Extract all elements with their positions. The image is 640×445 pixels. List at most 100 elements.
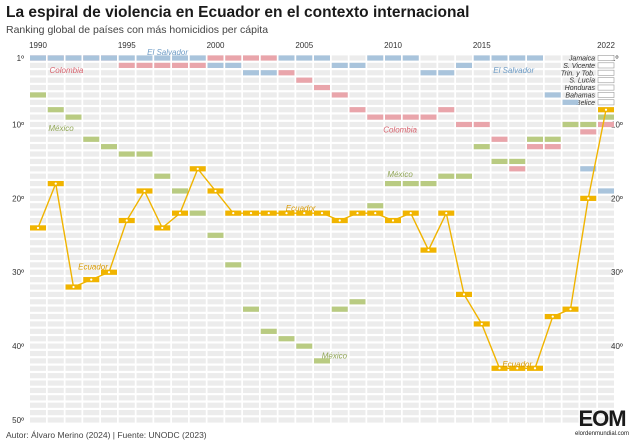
grid-cell [509, 136, 526, 142]
grid-cell [83, 417, 100, 423]
grid-cell [402, 217, 419, 224]
grid-cell [243, 203, 259, 209]
grid-cell [314, 195, 330, 201]
grid-cell [296, 225, 313, 231]
grid-cell [118, 380, 135, 386]
grid-cell [278, 269, 295, 275]
grid-cell [296, 70, 313, 76]
grid-cell [544, 62, 561, 68]
grid-cell [314, 114, 330, 120]
grid-cell [136, 210, 153, 216]
grid-cell [385, 284, 401, 290]
grid-cell [278, 277, 295, 283]
grid-cell [331, 313, 348, 320]
grid-cell [473, 373, 490, 379]
grid-cell [172, 387, 188, 394]
grid-cell [65, 291, 82, 298]
grid-cell [260, 387, 277, 394]
grid-cell [243, 373, 259, 379]
grid-cell [527, 188, 543, 194]
grid-cell [456, 144, 472, 150]
grid-cell [367, 92, 384, 98]
grid-cell [101, 336, 117, 342]
grid-cell [527, 70, 543, 76]
grid-cell [385, 417, 401, 423]
cell-mxico [562, 121, 579, 128]
grid-cell [118, 358, 135, 364]
grid-cell [30, 284, 46, 290]
grid-cell [491, 269, 508, 275]
point-ecuador [72, 285, 75, 289]
grid-cell [349, 277, 366, 283]
grid-cell [207, 99, 224, 105]
grid-cell [580, 77, 597, 83]
grid-cell [473, 84, 490, 91]
grid-cell [65, 358, 82, 364]
grid-cell [420, 55, 437, 61]
grid-cell [473, 158, 490, 165]
cell-elsalvador [65, 55, 82, 61]
grid-cell [420, 217, 437, 224]
grid-cell [402, 173, 419, 179]
grid-cell [509, 121, 526, 128]
grid-cell [207, 225, 224, 231]
grid-cell [491, 62, 508, 68]
grid-cell [243, 417, 259, 423]
grid-cell [349, 240, 366, 246]
grid-cell [562, 240, 579, 246]
grid-cell [456, 247, 472, 253]
grid-cell [544, 180, 561, 187]
grid-cell [314, 262, 330, 268]
grid-cell [314, 107, 330, 113]
grid-cell [456, 99, 472, 105]
grid-cell [456, 195, 472, 201]
grid-cell [225, 269, 242, 275]
grid-cell [101, 158, 117, 165]
grid-cell [527, 328, 543, 334]
grid-cell [367, 240, 384, 246]
grid-cell [562, 217, 579, 224]
grid-cell [562, 232, 579, 238]
grid-cell [207, 306, 224, 312]
grid-cell [65, 395, 82, 401]
grid-cell [136, 358, 153, 364]
grid-cell [580, 365, 597, 371]
grid-cell [314, 365, 330, 371]
cell-elsalvador [580, 166, 597, 172]
grid-cell [118, 129, 135, 135]
grid-cell [65, 144, 82, 150]
grid-cell [207, 417, 224, 423]
grid-cell [172, 358, 188, 364]
grid-cell [438, 269, 455, 275]
series-label-mxico: México [48, 124, 74, 133]
grid-cell [47, 299, 64, 305]
grid-cell [367, 395, 384, 401]
grid-cell [65, 336, 82, 342]
grid-cell [296, 62, 313, 68]
grid-cell [385, 158, 401, 165]
grid-cell [491, 254, 508, 261]
grid-cell [580, 410, 597, 416]
grid-cell [118, 158, 135, 165]
grid-cell [30, 417, 46, 423]
cell-elsalvador [30, 55, 46, 61]
grid-cell [47, 358, 64, 364]
grid-cell [509, 232, 526, 238]
grid-cell [118, 114, 135, 120]
grid-cell [509, 217, 526, 224]
grid-cell [30, 343, 46, 349]
grid-cell [349, 336, 366, 342]
grid-cell [509, 144, 526, 150]
grid-cell [65, 262, 82, 268]
grid-cell [243, 217, 259, 224]
grid-cell [456, 84, 472, 91]
grid-cell [544, 77, 561, 83]
grid-cell [260, 232, 277, 238]
grid-cell [65, 321, 82, 327]
grid-cell [243, 188, 259, 194]
grid-cell [136, 395, 153, 401]
grid-cell [101, 92, 117, 98]
grid-cell [314, 129, 330, 135]
grid-cell [225, 70, 242, 76]
grid-cell [509, 373, 526, 379]
